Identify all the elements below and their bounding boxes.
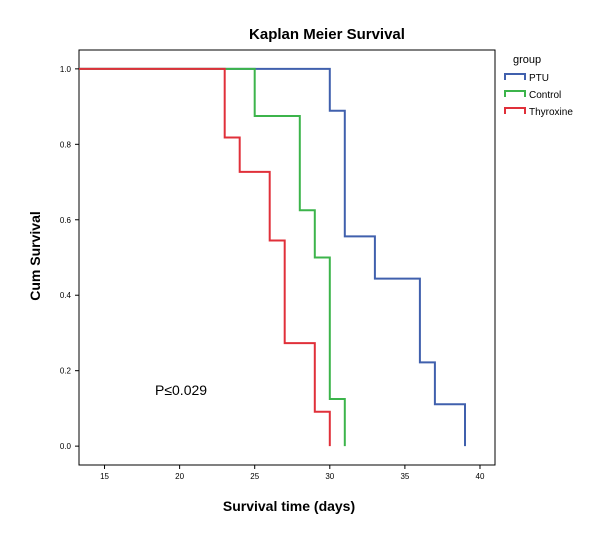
- legend-swatch-control: [504, 90, 526, 97]
- y-axis-label: Cum Survival: [27, 211, 43, 300]
- x-axis: 15 20 25 30 35 40: [100, 465, 485, 481]
- legend-label-control: Control: [529, 90, 561, 101]
- y-tick-label: 1.0: [60, 65, 72, 74]
- survival-curve-control: [79, 67, 346, 447]
- legend: group PTU Control Thyroxine: [504, 54, 573, 118]
- y-tick-label: 0.6: [60, 216, 72, 225]
- x-axis-label: Survival time (days): [223, 498, 355, 514]
- x-tick-label: 35: [400, 472, 409, 481]
- x-tick-label: 15: [100, 472, 109, 481]
- x-tick-label: 20: [175, 472, 184, 481]
- y-axis: 0.0 0.2 0.4 0.6 0.8 1.0: [60, 65, 79, 451]
- y-tick-label: 0.2: [60, 367, 72, 376]
- p-value-annotation: P≤0.029: [155, 382, 207, 398]
- legend-title: group: [513, 54, 541, 66]
- legend-swatch-thyroxine: [504, 107, 526, 114]
- y-tick-label: 0.4: [60, 291, 72, 300]
- survival-curve-ptu: [79, 67, 466, 447]
- x-tick-label: 40: [476, 472, 485, 481]
- legend-swatch-ptu: [504, 73, 526, 80]
- plot-frame: [78, 49, 496, 466]
- survival-curves: [79, 67, 466, 447]
- survival-curve-thyroxine: [79, 67, 331, 447]
- y-tick-label: 0.8: [60, 140, 72, 149]
- y-tick-label: 0.0: [60, 442, 72, 451]
- x-tick-label: 30: [325, 472, 334, 481]
- chart-title: Kaplan Meier Survival: [249, 26, 405, 43]
- x-tick-label: 25: [250, 472, 259, 481]
- legend-label-ptu: PTU: [529, 73, 549, 84]
- legend-label-thyroxine: Thyroxine: [529, 107, 573, 118]
